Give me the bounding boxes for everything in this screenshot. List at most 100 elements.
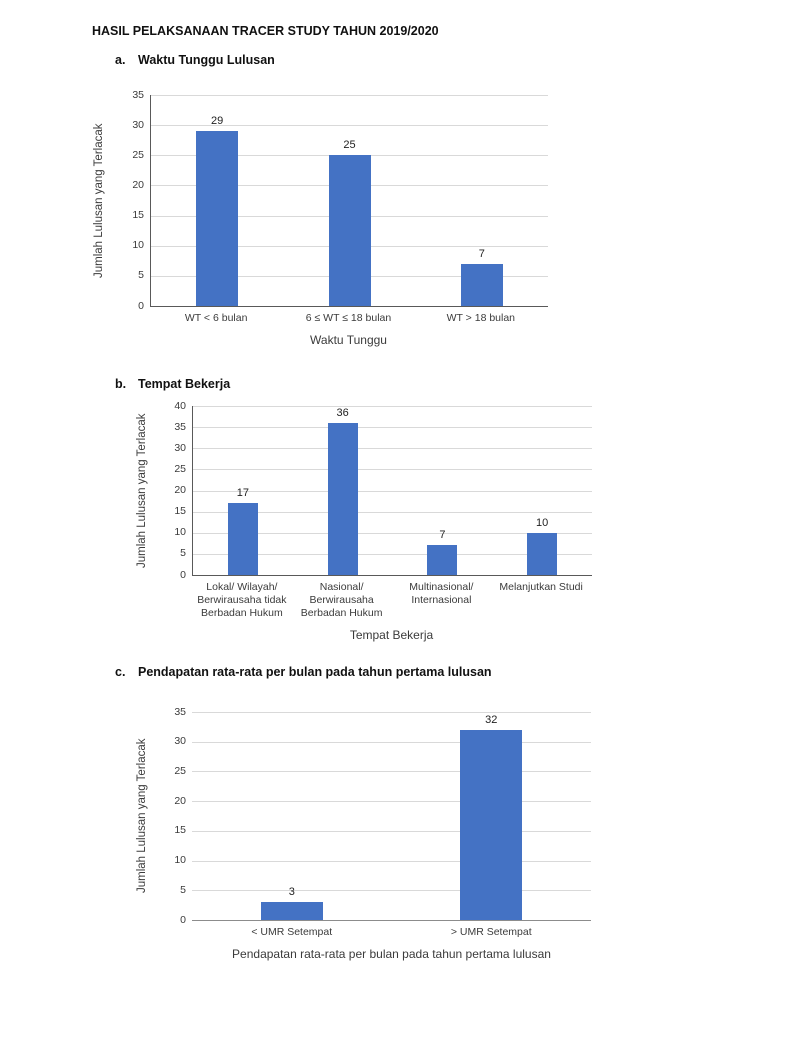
gridline <box>192 890 591 892</box>
bar-value-label: 25 <box>343 139 356 152</box>
gridline <box>193 490 592 492</box>
bar-value-label: 7 <box>478 247 485 260</box>
y-tick-label: 0 <box>180 913 186 926</box>
y-tick-label: 30 <box>174 735 186 748</box>
category-axis: Lokal/ Wilayah/ Berwirausaha tidak Berba… <box>192 581 591 620</box>
y-axis-title: Jumlah Lulusan yang Terlacak <box>93 123 105 278</box>
y-tick-label: 10 <box>174 526 186 539</box>
y-tick-label: 15 <box>132 209 144 222</box>
category-label: > UMR Setempat <box>450 926 532 938</box>
category-label: WT < 6 bulan <box>184 312 248 324</box>
gridline <box>151 95 548 96</box>
gridline <box>193 532 592 534</box>
y-tick-label: 25 <box>174 462 186 475</box>
document-title: HASIL PELAKSANAAN TRACER STUDY TAHUN 201… <box>92 24 439 38</box>
gridline <box>192 860 591 862</box>
gridline <box>192 712 591 713</box>
plot-column: 3 32 < UMR Setempat > UMR Setempat Pendapata… <box>192 712 591 961</box>
gridline <box>151 125 548 127</box>
y-tick-label: 20 <box>132 178 144 191</box>
y-tick-label: 20 <box>174 794 186 807</box>
bar-value-label: 32 <box>485 713 498 726</box>
y-tick-label: 5 <box>180 883 186 896</box>
bar <box>460 729 523 920</box>
gridline <box>193 427 592 429</box>
document-page: HASIL PELAKSANAAN TRACER STUDY TAHUN 201… <box>0 24 791 961</box>
bar <box>327 422 358 575</box>
bar-value-label: 3 <box>288 886 295 899</box>
waktu-tunggu-bar-chart: Jumlah Lulusan yang Terlacak 0 5 10 15 20 25 30… <box>85 89 791 347</box>
bar <box>196 131 239 306</box>
category-label: Melanjutkan Studi <box>499 581 583 593</box>
section-a-heading: a. Waktu Tunggu Lulusan <box>115 54 791 67</box>
section-a-index: a. <box>115 53 126 67</box>
y-tick-label: 10 <box>174 854 186 867</box>
plot-area: 17 36 7 10 <box>192 406 592 576</box>
bar <box>460 263 503 306</box>
section-b-title: Tempat Bekerja <box>138 377 231 391</box>
y-tick-label: 30 <box>132 118 144 131</box>
y-tick-label: 20 <box>174 484 186 496</box>
category-label: Multinasional/ Internasional <box>409 581 474 606</box>
y-axis-tick-labels: 0 5 10 15 20 25 30 35 <box>156 706 192 926</box>
y-axis-title: Jumlah Lulusan yang Terlacak <box>136 738 148 894</box>
gridline <box>192 771 591 773</box>
plot-area: 29 25 7 <box>150 95 548 307</box>
y-axis-tick-labels: 0 5 10 15 20 25 30 35 40 <box>156 400 192 581</box>
section-b-heading: b. Tempat Bekerja <box>115 378 791 391</box>
gridline <box>193 511 592 513</box>
bar <box>527 532 558 575</box>
gridline <box>192 801 591 803</box>
bar <box>427 545 458 575</box>
x-axis-title: Tempat Bekerja <box>349 628 434 642</box>
bar-value-label: 17 <box>236 487 249 500</box>
gridline <box>193 553 592 555</box>
bar-value-label: 36 <box>336 406 349 419</box>
category-label: WT > 18 bulan <box>446 312 516 324</box>
category-axis: WT < 6 bulan 6 ≤ WT ≤ 18 bulan WT > 18 bul… <box>150 312 547 325</box>
section-a-title: Waktu Tunggu Lulusan <box>138 53 275 67</box>
bar <box>227 503 258 575</box>
category-label: Lokal/ Wilayah/ Berwirausaha tidak Berba… <box>197 581 287 619</box>
gridline <box>193 406 592 407</box>
section-c-title: Pendapatan rata-rata per bulan pada tahu… <box>138 665 492 679</box>
category-axis: < UMR Setempat > UMR Setempat <box>192 926 591 939</box>
gridline <box>192 830 591 832</box>
y-tick-label: 15 <box>174 824 186 837</box>
y-tick-label: 15 <box>174 505 186 518</box>
y-tick-label: 35 <box>174 705 186 718</box>
category-label: < UMR Setempat <box>251 926 333 938</box>
gridline <box>193 448 592 450</box>
bar-value-label: 29 <box>211 115 224 128</box>
x-axis-title: Pendapatan rata-rata per bulan pada tahu… <box>232 947 551 961</box>
section-b-index: b. <box>115 377 127 391</box>
bar-value-label: 7 <box>439 529 446 542</box>
y-tick-label: 40 <box>174 399 186 412</box>
section-c-heading: c. Pendapatan rata-rata per bulan pada t… <box>115 666 791 679</box>
bar <box>260 902 323 920</box>
plot-column: 17 36 7 10 Lokal/ Wilayah/ Berwirausaha tida… <box>192 406 592 642</box>
x-axis-title: Waktu Tunggu <box>310 333 387 347</box>
section-c-index: c. <box>115 665 126 679</box>
category-label: 6 ≤ WT ≤ 18 bulan <box>305 312 392 324</box>
y-axis-tick-labels: 0 5 10 15 20 25 30 35 <box>113 89 150 312</box>
bar-value-label: 10 <box>536 516 549 529</box>
tempat-bekerja-bar-chart: Jumlah Lulusan yang Terlacak 0 5 10 15 20 25 30… <box>128 400 791 642</box>
plot-area: 3 32 <box>192 712 591 921</box>
plot-column: 29 25 7 WT < 6 bulan 6 ≤ WT ≤ 18 bulan WT > 1… <box>150 95 548 347</box>
y-tick-label: 25 <box>174 764 186 777</box>
y-tick-label: 5 <box>138 269 144 282</box>
y-tick-label: 0 <box>180 568 186 581</box>
y-tick-label: 25 <box>132 148 144 161</box>
pendapatan-bar-chart: Jumlah Lulusan yang Terlacak 0 5 10 15 20 25 30… <box>128 706 791 961</box>
y-tick-label: 30 <box>174 441 186 454</box>
y-tick-label: 35 <box>174 420 186 433</box>
gridline <box>193 469 592 471</box>
bar <box>328 155 371 306</box>
y-tick-label: 5 <box>180 547 186 560</box>
gridline <box>192 741 591 743</box>
y-tick-label: 35 <box>132 88 144 101</box>
y-tick-label: 10 <box>132 239 144 252</box>
y-axis-title: Jumlah Lulusan yang Terlacak <box>136 413 148 568</box>
category-label: Nasional/ Berwirausaha Berbadan Hukum <box>300 581 383 619</box>
